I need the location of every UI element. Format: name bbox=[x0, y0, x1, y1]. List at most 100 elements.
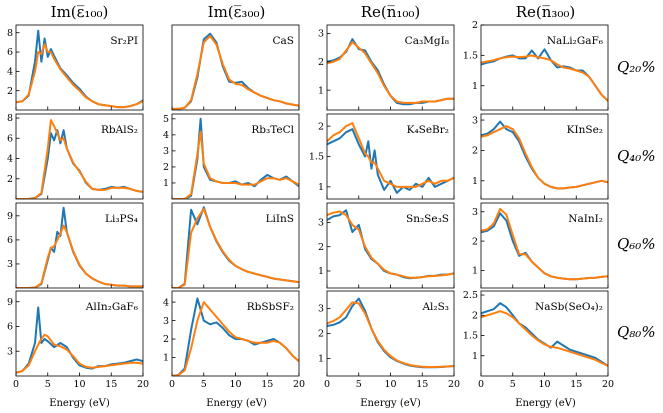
panel-14: 1 2 3 4 0 5 10 15 20 RbSbSF₂ bbox=[163, 290, 305, 390]
y-tick-label: 1 bbox=[318, 266, 324, 277]
y-tick-label: 2 bbox=[472, 20, 478, 31]
y-tick-label: 9 bbox=[7, 297, 13, 308]
y-tick-label: 3 bbox=[472, 207, 478, 218]
x-tick-label: 15 bbox=[261, 379, 273, 390]
series-line-b bbox=[172, 130, 299, 199]
y-tick-label: 3 bbox=[318, 29, 324, 40]
material-label: Sr₂PI bbox=[110, 35, 138, 47]
row-label-1: Q₂₀% bbox=[617, 58, 656, 76]
series-line-b bbox=[172, 207, 299, 288]
y-tick-label: 3 bbox=[163, 316, 169, 327]
panel-2: CaS bbox=[171, 24, 300, 111]
x-tick-label: 5 bbox=[510, 379, 516, 390]
x-axis-label-4: Energy (eV) bbox=[515, 398, 576, 409]
y-tick-label: 2 bbox=[318, 121, 324, 132]
y-tick-label: 2 bbox=[472, 146, 478, 157]
y-tick-label: 1.5 bbox=[463, 331, 478, 342]
material-label: Li₃PS₄ bbox=[105, 213, 138, 225]
y-tick-label: 2 bbox=[163, 334, 169, 345]
y-tick-label: 1.5 bbox=[463, 51, 478, 62]
y-tick-label: 6 bbox=[7, 235, 13, 246]
x-tick-label: 20 bbox=[137, 379, 149, 390]
panel-16: 1 1.5 2 2.5 0 5 10 15 20 NaSb(SeO₄)₂ bbox=[463, 290, 614, 390]
material-label: AlIn₂GaF₆ bbox=[85, 301, 138, 313]
y-tick-label: 6 bbox=[7, 133, 13, 144]
x-axis-label-3: Energy (eV) bbox=[360, 398, 421, 409]
x-tick-label: 20 bbox=[602, 379, 614, 390]
x-tick-label: 5 bbox=[356, 379, 362, 390]
x-tick-label: 10 bbox=[73, 379, 85, 390]
y-tick-label: 2 bbox=[318, 57, 324, 68]
y-tick-label: 3 bbox=[472, 115, 478, 126]
material-label: Ca₃MgI₈ bbox=[405, 35, 449, 47]
y-tick-label: 6 bbox=[7, 322, 13, 333]
series-line-b bbox=[481, 207, 608, 281]
series-line-b bbox=[16, 224, 143, 288]
series-line-b bbox=[481, 125, 608, 190]
y-tick-label: 5 bbox=[163, 114, 169, 125]
x-axis-label-1: Energy (eV) bbox=[49, 398, 110, 409]
y-tick-label: 3 bbox=[163, 146, 169, 157]
series-line-b bbox=[327, 41, 454, 104]
x-tick-label: 0 bbox=[13, 379, 19, 390]
row-label-3: Q₆₀% bbox=[617, 235, 656, 253]
y-tick-label: 3 bbox=[7, 346, 13, 357]
y-tick-label: 1 bbox=[163, 353, 169, 364]
material-label: NaInI₂ bbox=[568, 213, 603, 225]
material-label: LiInS bbox=[266, 213, 294, 225]
x-tick-label: 10 bbox=[538, 379, 550, 390]
y-tick-label: 2 bbox=[7, 174, 13, 185]
panels: 2 4 6 8 Sr₂PI CaS 1 2 3 Ca₃MgI₈ 1 1.5 2 NaLi₂GaF₆ 2 4 6 8… bbox=[7, 20, 614, 390]
y-tick-label: 1 bbox=[163, 178, 169, 189]
series-line-b bbox=[16, 119, 143, 199]
x-axis-label-2: Energy (eV) bbox=[206, 398, 267, 409]
panel-10: LiInS bbox=[171, 202, 300, 289]
series-line-b bbox=[172, 34, 299, 110]
series-line-b bbox=[481, 310, 608, 367]
material-label: CaS bbox=[273, 35, 295, 47]
material-label: K₄SeBr₂ bbox=[407, 124, 449, 136]
y-tick-label: 1.5 bbox=[309, 152, 324, 163]
material-label: Al₂S₃ bbox=[421, 301, 449, 313]
x-axis-labels: Energy (eV) Energy (eV) Energy (eV) Ener… bbox=[49, 398, 576, 409]
panel-15: 1 2 3 0 5 10 15 20 Al₂S₃ bbox=[318, 290, 460, 390]
x-tick-label: 0 bbox=[169, 379, 175, 390]
y-tick-label: 2 bbox=[472, 236, 478, 247]
x-tick-label: 15 bbox=[570, 379, 582, 390]
x-tick-label: 15 bbox=[416, 379, 428, 390]
material-label: RbSbSF₂ bbox=[247, 301, 294, 313]
material-label: NaLi₂GaF₆ bbox=[547, 35, 603, 47]
panel-12: 1 2 3 NaInI₂ bbox=[472, 202, 609, 289]
y-tick-label: 8 bbox=[7, 28, 13, 39]
y-tick-label: 2 bbox=[472, 310, 478, 321]
y-tick-label: 4 bbox=[7, 154, 13, 165]
series-line-a bbox=[481, 48, 608, 102]
x-tick-label: 15 bbox=[105, 379, 117, 390]
y-tick-label: 1 bbox=[318, 85, 324, 96]
y-tick-label: 9 bbox=[7, 211, 13, 222]
y-tick-label: 4 bbox=[7, 67, 13, 78]
y-tick-label: 6 bbox=[7, 47, 13, 58]
y-tick-label: 1 bbox=[318, 354, 324, 365]
x-tick-label: 10 bbox=[229, 379, 241, 390]
panel-4: 1 1.5 2 NaLi₂GaF₆ bbox=[463, 20, 609, 111]
panel-5: 2 4 6 8 RbAlS₂ bbox=[7, 113, 144, 200]
y-tick-label: 1 bbox=[472, 81, 478, 92]
y-tick-label: 3 bbox=[318, 218, 324, 229]
material-label: NaSb(SeO₄)₂ bbox=[535, 301, 603, 313]
x-tick-label: 0 bbox=[478, 379, 484, 390]
y-tick-label: 8 bbox=[7, 113, 13, 124]
column-title-1: Im(ε̅₁₀₀) bbox=[51, 3, 109, 21]
y-tick-label: 1 bbox=[472, 176, 478, 187]
x-tick-label: 20 bbox=[293, 379, 305, 390]
material-label: Rb₃TeCl bbox=[251, 124, 294, 136]
y-tick-label: 2 bbox=[7, 86, 13, 97]
x-tick-label: 5 bbox=[201, 379, 207, 390]
material-label: Sn₂Se₃S bbox=[406, 213, 449, 225]
panel-6: 1 2 3 4 5 Rb₃TeCl bbox=[163, 113, 300, 200]
x-tick-label: 20 bbox=[448, 379, 460, 390]
panel-3: 1 2 3 Ca₃MgI₈ bbox=[318, 24, 455, 111]
column-title-4: Re(n̅₃₀₀) bbox=[516, 3, 576, 21]
y-tick-label: 3 bbox=[318, 304, 324, 315]
panel-1: 2 4 6 8 Sr₂PI bbox=[7, 24, 144, 111]
